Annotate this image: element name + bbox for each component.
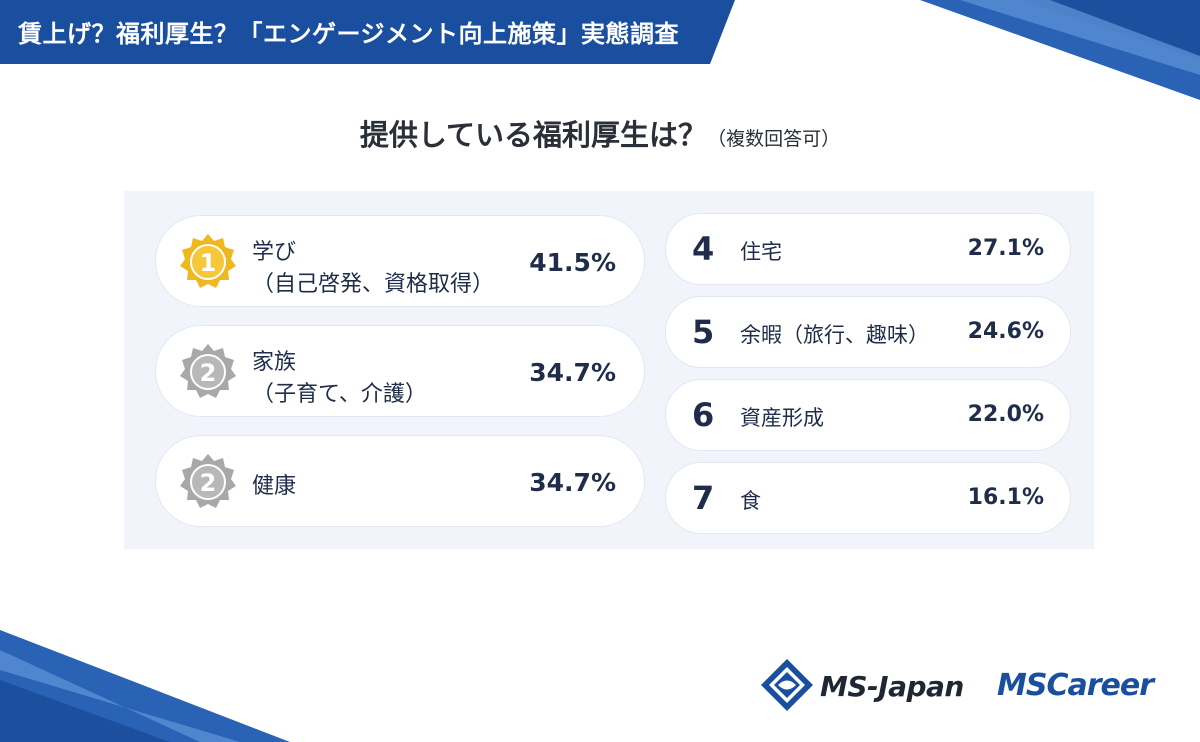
rank-card-1: 1 学び （自己啓発、資格取得） 41.5%: [155, 215, 645, 307]
medal-rank: 2: [200, 469, 217, 497]
item-rank: 6: [692, 396, 715, 434]
item-percent: 34.7%: [529, 468, 616, 497]
item-percent: 22.0%: [967, 402, 1044, 427]
item-label: 資産形成: [740, 406, 824, 430]
item-label: 住宅: [740, 240, 782, 264]
chart-title: 提供している福利厚生は？（複数回答可）: [0, 112, 1200, 154]
silver-medal-icon: 2: [180, 454, 236, 508]
ms-japan-logo: MS-Japan: [820, 670, 964, 703]
header-title: 賃上げ？福利厚生？「エンゲージメント向上施策」実態調査: [18, 20, 680, 48]
bottom-left-stripes: [0, 630, 290, 742]
item-label: 学び: [252, 240, 297, 265]
rank-card-4: 4 住宅 27.1%: [665, 213, 1071, 285]
item-sublabel: （子育て、介護）: [252, 382, 427, 407]
medal-rank: 2: [200, 359, 217, 387]
medal-rank: 1: [200, 249, 217, 277]
item-sublabel: （自己啓発、資格取得）: [252, 272, 495, 297]
item-rank: 5: [692, 313, 715, 351]
chart-title-sub: （複数回答可）: [707, 128, 841, 150]
rank-card-7: 7 食 16.1%: [665, 462, 1071, 534]
item-percent: 41.5%: [529, 248, 616, 277]
item-rank: 4: [692, 230, 715, 268]
item-label: 食: [740, 489, 761, 513]
item-label: 家族: [252, 350, 297, 375]
rank-card-5: 5 余暇（旅行、趣味） 24.6%: [665, 296, 1071, 368]
item-rank: 7: [692, 479, 715, 517]
item-percent: 24.6%: [967, 319, 1044, 344]
header-bar: [0, 0, 735, 64]
chart-title-main: 提供している福利厚生は？: [359, 118, 708, 152]
ms-japan-logo-icon: [761, 659, 813, 711]
item-percent: 27.1%: [967, 236, 1044, 261]
silver-medal-icon: 2: [180, 344, 236, 398]
item-label: 健康: [252, 474, 297, 499]
item-percent: 16.1%: [967, 485, 1044, 510]
item-percent: 34.7%: [529, 358, 616, 387]
top-right-stripes: [920, 0, 1200, 100]
rank-card-2: 2 家族 （子育て、介護） 34.7%: [155, 325, 645, 417]
ms-career-logo: MSCareer: [997, 668, 1154, 703]
rank-card-3: 2 健康 34.7%: [155, 435, 645, 527]
rank-card-6: 6 資産形成 22.0%: [665, 379, 1071, 451]
item-label: 余暇（旅行、趣味）: [740, 323, 929, 347]
gold-medal-icon: 1: [180, 234, 236, 288]
